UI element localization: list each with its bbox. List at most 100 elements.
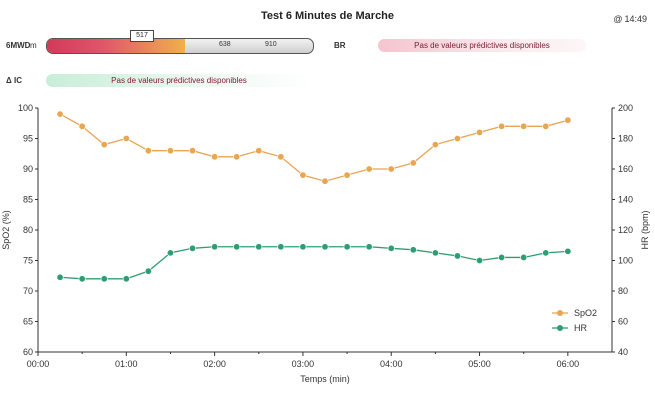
series-line-hr <box>60 246 568 280</box>
y1-tick-label: 80 <box>23 225 33 235</box>
y1-tick-label: 75 <box>23 256 33 266</box>
y2-tick-label: 140 <box>618 195 633 205</box>
y1-tick-label: 85 <box>23 195 33 205</box>
hr-point <box>409 246 417 254</box>
y1-tick-label: 70 <box>23 286 33 296</box>
hr-point <box>189 244 197 252</box>
spo2-point <box>277 153 285 161</box>
hr-point <box>144 267 152 275</box>
chart-legend: SpO2 HR <box>552 308 597 333</box>
y1-tick-label: 90 <box>23 164 33 174</box>
spo2-point <box>542 122 550 130</box>
legend-label: HR <box>574 323 587 333</box>
spo2-point <box>431 141 439 149</box>
mwd-unit: m <box>30 41 37 50</box>
hr-point <box>277 243 285 251</box>
hr-point <box>166 249 174 257</box>
spo2-point <box>498 122 506 130</box>
y2-tick-label: 60 <box>618 317 628 327</box>
legend-marker <box>557 310 563 316</box>
hr-point <box>564 247 572 255</box>
clock-symbol: @ <box>613 14 623 24</box>
spo2-point <box>476 128 484 136</box>
y1-tick-label: 60 <box>23 347 33 357</box>
page-title: Test 6 Minutes de Marche <box>260 10 395 22</box>
hr-point <box>365 243 373 251</box>
hr-point <box>122 275 130 283</box>
hr-point <box>476 256 484 264</box>
spo2-point <box>189 147 197 155</box>
spo2-point <box>520 122 528 130</box>
hr-point <box>431 249 439 257</box>
chart-series <box>56 110 572 283</box>
hr-point <box>387 244 395 252</box>
hr-point <box>56 273 64 281</box>
distance-gauge: 638 910 <box>46 38 314 54</box>
hr-point <box>233 243 241 251</box>
br-prediction: Pas de valeurs prédictives disponibles <box>378 39 586 52</box>
spo2-point <box>144 147 152 155</box>
hr-point <box>78 275 86 283</box>
hr-point <box>255 243 263 251</box>
y2-tick-label: 120 <box>618 225 633 235</box>
spo2-point <box>211 153 219 161</box>
x-tick-label: 02:00 <box>203 359 226 369</box>
y1-tick-label: 100 <box>18 103 33 113</box>
y2-axis-label: HR (bpm) <box>640 210 650 249</box>
x-tick-label: 05:00 <box>468 359 491 369</box>
ak-label: Δ IC <box>6 76 22 85</box>
y1-tick-label: 65 <box>23 317 33 327</box>
hr-point <box>498 253 506 261</box>
y2-tick-label: 200 <box>618 103 633 113</box>
ak-prediction: Pas de valeurs prédictives disponibles <box>46 74 312 87</box>
x-tick-label: 00:00 <box>27 359 50 369</box>
gauge-marker-1: 638 <box>219 41 231 48</box>
chart-axes: 60 65 70 75 80 85 90 95 100 40 60 80 100 120 140 160 180… <box>1 103 650 384</box>
x-tick-label: 01:00 <box>115 359 138 369</box>
spo2-point <box>299 171 307 179</box>
br-label: BR <box>334 41 346 50</box>
spo2-point <box>233 153 241 161</box>
legend-label: SpO2 <box>574 308 597 318</box>
distance-pointer: 517 <box>130 30 154 42</box>
y1-tick-label: 95 <box>23 134 33 144</box>
y1-axis-label: SpO2 (%) <box>1 210 11 250</box>
hr-point <box>299 243 307 251</box>
hr-point <box>542 249 550 257</box>
y2-tick-label: 100 <box>618 256 633 266</box>
distance-gauge-fill <box>47 39 185 53</box>
spo2-point <box>78 122 86 130</box>
hr-point <box>343 243 351 251</box>
spo2-point <box>321 177 329 185</box>
hr-point <box>321 243 329 251</box>
spo2-point <box>365 165 373 173</box>
y2-tick-label: 40 <box>618 347 628 357</box>
clock-time: 14:49 <box>624 14 647 24</box>
spo2-point <box>255 147 263 155</box>
hr-point <box>453 252 461 260</box>
spo2-point <box>453 135 461 143</box>
gauge-marker-2: 910 <box>265 41 277 48</box>
clock: @14:49 <box>613 14 647 24</box>
x-tick-label: 03:00 <box>292 359 315 369</box>
spo2-point <box>100 141 108 149</box>
x-tick-label: 06:00 <box>557 359 580 369</box>
x-axis-label: Temps (min) <box>300 374 350 384</box>
hr-point <box>211 243 219 251</box>
series-line-spo2 <box>59 113 569 182</box>
spo2-point <box>166 147 174 155</box>
spo2-point <box>387 165 395 173</box>
x-tick-label: 04:00 <box>380 359 403 369</box>
hr-point <box>520 253 528 261</box>
spo2-point <box>56 110 64 118</box>
spo2-point <box>564 116 572 124</box>
spo2-point <box>343 171 351 179</box>
y2-tick-label: 80 <box>618 286 628 296</box>
y2-tick-label: 160 <box>618 164 633 174</box>
legend-marker <box>557 325 563 331</box>
spo2-point <box>122 135 130 143</box>
mwd-label: 6MWD <box>6 41 31 50</box>
spo2-point <box>409 159 417 167</box>
y2-tick-label: 180 <box>618 134 633 144</box>
